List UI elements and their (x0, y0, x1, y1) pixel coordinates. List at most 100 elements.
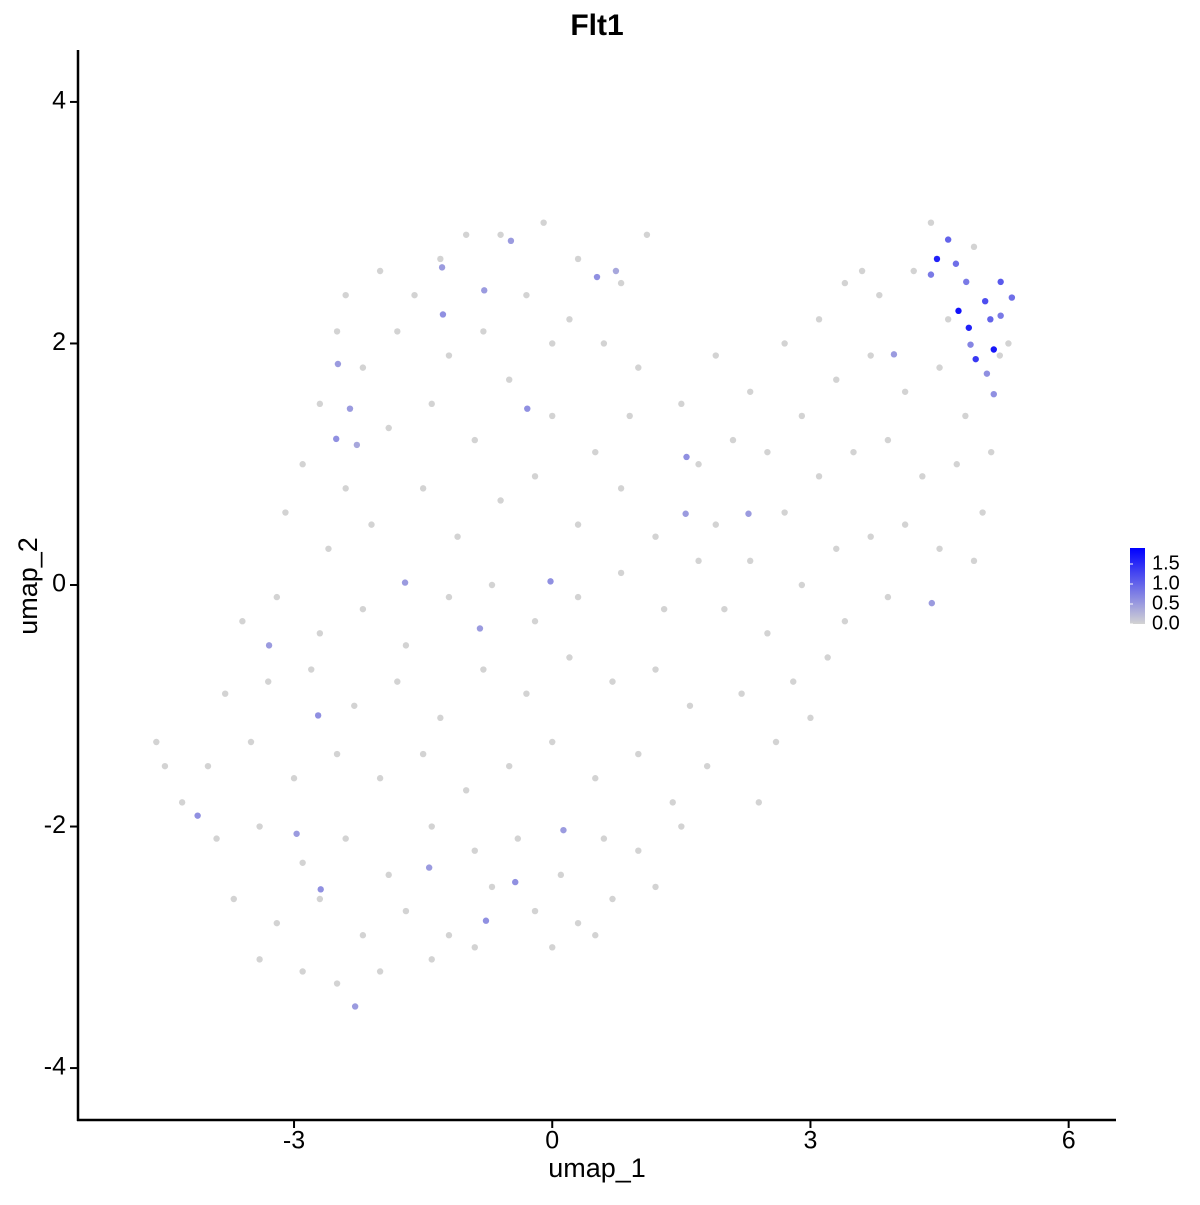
point (342, 835, 349, 842)
point (265, 678, 272, 685)
point (353, 441, 361, 449)
point (592, 448, 599, 456)
point (815, 316, 823, 323)
point (963, 278, 970, 286)
point (609, 678, 616, 685)
point (480, 328, 487, 335)
point (512, 878, 519, 886)
point (745, 510, 752, 517)
point (394, 678, 401, 685)
point (462, 787, 470, 794)
point (593, 273, 601, 281)
point (471, 436, 478, 444)
point (531, 618, 539, 625)
point (833, 376, 840, 383)
point (273, 919, 281, 927)
point (488, 581, 496, 589)
point (981, 297, 989, 305)
point (712, 521, 719, 528)
point (764, 448, 771, 456)
point (531, 907, 539, 915)
point (972, 355, 979, 363)
point (867, 352, 874, 359)
point (308, 666, 315, 673)
point (419, 485, 427, 492)
point (524, 405, 531, 412)
y-tick-label: -4 (44, 1053, 66, 1081)
point (437, 255, 444, 263)
point (325, 545, 332, 552)
point (652, 533, 659, 540)
point (239, 618, 246, 625)
point (867, 533, 874, 540)
y-axis-label: umap_2 (13, 537, 43, 635)
point (997, 278, 1004, 286)
point (1008, 294, 1016, 301)
point (368, 521, 375, 528)
point (781, 509, 788, 516)
point (221, 690, 229, 697)
points (153, 219, 1016, 1010)
x-tick-label: 0 (545, 1127, 559, 1155)
point (919, 473, 926, 480)
x-tick-label: 6 (1062, 1127, 1076, 1155)
point (609, 895, 616, 903)
point (476, 625, 484, 632)
point (910, 267, 917, 275)
point (299, 968, 306, 975)
point (955, 307, 962, 315)
point (161, 762, 169, 770)
point (316, 400, 324, 408)
point (574, 521, 582, 528)
point (376, 968, 384, 975)
point (592, 775, 599, 782)
colorbar-tick-label: 1.5 (1152, 552, 1180, 574)
point (747, 557, 754, 565)
point (425, 864, 433, 871)
point (342, 485, 349, 492)
point (574, 255, 582, 263)
point (230, 895, 237, 903)
point (445, 352, 453, 359)
point (481, 287, 488, 294)
point (592, 932, 599, 939)
point (678, 823, 685, 830)
point (617, 279, 625, 287)
point (678, 400, 685, 408)
point (333, 750, 341, 758)
point (454, 533, 461, 540)
colorbar-tick-label: 1.0 (1152, 572, 1180, 594)
colorbar-tick-label: 0.0 (1152, 612, 1180, 634)
point (781, 340, 788, 347)
point (385, 871, 392, 879)
point (153, 738, 160, 746)
point (798, 412, 806, 420)
point (351, 1003, 359, 1010)
point (712, 352, 719, 359)
point (652, 883, 659, 891)
point (967, 341, 974, 348)
point (944, 316, 952, 323)
point (876, 291, 883, 299)
point (557, 871, 565, 879)
point (901, 521, 909, 528)
point (445, 932, 453, 939)
point (807, 714, 814, 722)
point (635, 364, 642, 371)
point (683, 453, 690, 461)
point (247, 738, 255, 746)
point (549, 944, 556, 951)
point (256, 823, 263, 830)
point (540, 219, 547, 226)
point (841, 618, 849, 625)
point (359, 605, 367, 613)
point (635, 847, 642, 854)
point (952, 260, 960, 267)
point (256, 956, 263, 963)
point (695, 557, 702, 565)
point (402, 907, 410, 915)
point (299, 461, 306, 468)
point (617, 485, 625, 492)
point (471, 944, 478, 951)
